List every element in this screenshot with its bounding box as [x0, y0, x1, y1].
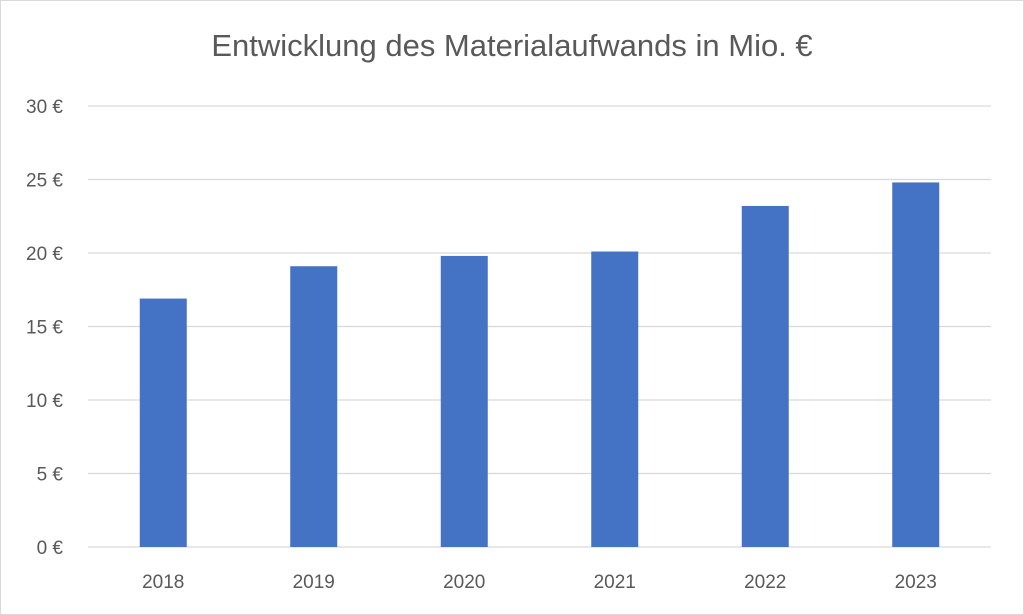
bar-2022 [741, 205, 789, 547]
x-tick-label: 2018 [142, 572, 184, 593]
x-axis-ticks: 2018 2019 2020 2021 2022 2023 [142, 572, 937, 593]
chart-title: Entwicklung des Materialaufwands in Mio.… [211, 28, 813, 63]
bar-2020 [440, 255, 488, 547]
x-tick-label: 2020 [443, 572, 485, 593]
x-tick-label: 2023 [895, 572, 937, 593]
y-tick-label: 15 € [26, 318, 63, 339]
y-tick-label: 30 € [26, 97, 63, 118]
y-tick-label: 0 € [37, 538, 64, 559]
bar-2019 [290, 266, 338, 547]
x-tick-label: 2021 [594, 572, 636, 593]
x-tick-label: 2022 [744, 572, 786, 593]
x-tick-label: 2019 [293, 572, 335, 593]
gridlines [88, 105, 991, 548]
bar-2018 [139, 298, 187, 547]
y-tick-label: 10 € [26, 391, 63, 412]
y-axis-ticks: 0 € 5 € 10 € 15 € 20 € 25 € 30 € [26, 97, 63, 559]
bars [139, 182, 940, 547]
y-tick-label: 5 € [37, 465, 64, 486]
bar-2021 [591, 251, 639, 547]
bar-2023 [892, 182, 940, 547]
y-tick-label: 25 € [26, 171, 63, 192]
y-tick-label: 20 € [26, 244, 63, 265]
